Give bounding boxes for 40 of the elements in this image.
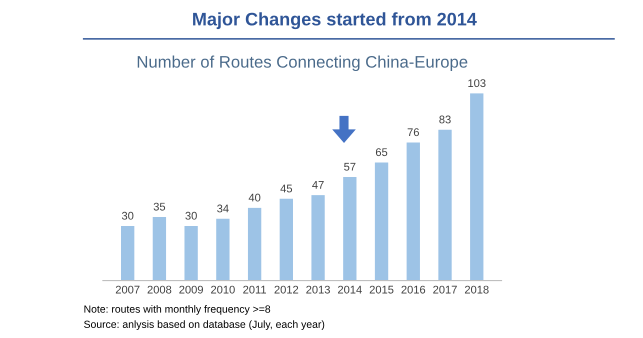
x-tick-label: 2011 bbox=[243, 286, 266, 294]
data-label: 57 bbox=[344, 162, 356, 171]
x-tick-label: 2014 bbox=[338, 286, 362, 294]
data-label: 34 bbox=[217, 204, 229, 212]
x-tick-label: 2017 bbox=[433, 286, 457, 294]
bar bbox=[374, 162, 388, 281]
data-label: 45 bbox=[280, 184, 292, 192]
data-label: 83 bbox=[439, 116, 451, 124]
data-label: 65 bbox=[376, 148, 388, 156]
bar bbox=[406, 142, 420, 281]
x-tick-label: 2016 bbox=[401, 286, 426, 294]
bar bbox=[438, 130, 452, 281]
data-label: 30 bbox=[185, 212, 197, 220]
bar bbox=[470, 93, 484, 281]
x-tick-label: 2008 bbox=[148, 286, 172, 294]
chart-title: Major Changes started from 2014 bbox=[193, 12, 477, 30]
x-tick-label: 2018 bbox=[464, 286, 489, 294]
bar bbox=[184, 226, 198, 281]
x-tick-label: 2013 bbox=[306, 286, 330, 294]
x-tick-label: 2015 bbox=[370, 286, 394, 294]
bar bbox=[343, 176, 356, 281]
data-label: 103 bbox=[468, 79, 486, 88]
x-tick-label: 2009 bbox=[179, 286, 203, 294]
data-label: 30 bbox=[122, 212, 134, 220]
bar bbox=[248, 208, 262, 281]
bar bbox=[152, 216, 166, 281]
x-tick-label: 2012 bbox=[274, 286, 298, 294]
text: Note: routes with monthly frequency >=8 bbox=[84, 305, 270, 315]
source-note: Source: anlysis based on database (July, each year) bbox=[84, 320, 324, 330]
bar bbox=[311, 195, 325, 281]
bar bbox=[216, 218, 230, 281]
data-label: 76 bbox=[408, 128, 419, 136]
x-tick-label: 2010 bbox=[211, 286, 235, 294]
bar bbox=[121, 226, 134, 281]
x-tick-label: 2007 bbox=[116, 286, 140, 294]
chart-subtitle: Number of Routes Connecting China-Europe bbox=[138, 56, 468, 72]
data-label: 35 bbox=[154, 202, 166, 211]
data-label: 47 bbox=[312, 181, 324, 189]
data-label: 40 bbox=[248, 194, 260, 202]
bar bbox=[280, 198, 294, 281]
